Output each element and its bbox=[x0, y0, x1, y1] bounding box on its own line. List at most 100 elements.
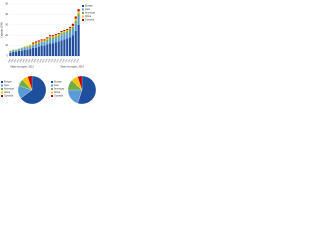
bar-segment bbox=[43, 39, 46, 41]
bar-segment bbox=[54, 35, 57, 37]
bar-segment bbox=[68, 31, 72, 38]
y-tick-label: 10 bbox=[5, 44, 8, 47]
bar-segment bbox=[66, 31, 69, 34]
bar-segment bbox=[60, 40, 63, 56]
legend-swatch bbox=[51, 91, 53, 94]
legend-label: Asia bbox=[54, 84, 59, 87]
x-tick-label: 1998 bbox=[31, 59, 35, 63]
bar-segment bbox=[57, 41, 60, 56]
pie-slice bbox=[20, 75, 47, 105]
bar-segment bbox=[46, 39, 49, 42]
bar-segment bbox=[46, 44, 49, 56]
bar-segment bbox=[26, 46, 29, 48]
bar-segment bbox=[77, 24, 80, 56]
bar-segment bbox=[77, 13, 80, 17]
x-tick-label: 2008 bbox=[59, 59, 63, 63]
x-tick-label: 1992 bbox=[14, 59, 18, 63]
bar-segment bbox=[29, 46, 32, 49]
x-tick-label: 1995 bbox=[22, 59, 26, 63]
x-tick-label: 1999 bbox=[34, 59, 38, 63]
legend-swatch bbox=[51, 81, 53, 83]
legend-label: Americas bbox=[54, 88, 65, 91]
bar-segment bbox=[12, 50, 15, 52]
bar-segment bbox=[9, 51, 12, 53]
bar-segment bbox=[63, 32, 66, 35]
x-tick-label: 2011 bbox=[68, 59, 72, 63]
bar-segment bbox=[34, 47, 38, 56]
x-tick-label: 2010 bbox=[65, 59, 69, 63]
bar-segment bbox=[49, 36, 52, 38]
x-tick-label: 1994 bbox=[19, 59, 23, 63]
bar-segment bbox=[23, 46, 26, 48]
chart-title: Share by region, 2014 bbox=[60, 66, 84, 69]
bar-segment bbox=[63, 30, 66, 32]
bar-segment bbox=[66, 33, 69, 39]
bar-segment bbox=[46, 41, 49, 45]
x-tick-label: 1996 bbox=[25, 59, 29, 63]
bar-segment bbox=[71, 23, 74, 26]
bar-segment bbox=[74, 20, 77, 24]
legend-swatch bbox=[51, 84, 53, 87]
legend-swatch bbox=[51, 95, 53, 97]
bar-segment bbox=[63, 39, 66, 56]
legend-swatch bbox=[1, 84, 3, 87]
bar-segment bbox=[29, 45, 32, 47]
bar-segment bbox=[43, 40, 46, 42]
bar-segment bbox=[32, 42, 35, 44]
bar-segment bbox=[26, 45, 29, 47]
y-tick-label: 40 bbox=[5, 13, 8, 16]
bar-segment bbox=[34, 42, 38, 44]
pie-slice bbox=[27, 75, 33, 91]
bar-segment bbox=[32, 44, 35, 46]
bar-segment bbox=[74, 23, 77, 32]
bar-segment bbox=[49, 39, 52, 44]
bar-segment bbox=[54, 34, 57, 36]
bar-segment bbox=[20, 47, 23, 49]
bar-segment bbox=[57, 37, 60, 42]
bar-segment bbox=[12, 51, 15, 56]
bar-segment bbox=[20, 48, 23, 51]
legend-label: Oceania bbox=[4, 95, 14, 98]
bar-segment bbox=[23, 49, 26, 56]
bar-segment bbox=[60, 32, 63, 34]
x-tick-label: 2013 bbox=[73, 59, 77, 63]
bar-segment bbox=[77, 11, 80, 14]
bar-segment bbox=[40, 40, 43, 42]
legend-swatch bbox=[82, 8, 84, 11]
legend-label: Asia bbox=[85, 8, 90, 11]
legend-label: Africa bbox=[85, 15, 92, 18]
legend-swatch bbox=[82, 5, 84, 7]
legend-label: Oceania bbox=[85, 19, 95, 22]
bar-segment bbox=[60, 35, 63, 41]
y-axis-label: Capacity (GW) bbox=[1, 22, 4, 38]
bar-segment bbox=[43, 41, 46, 43]
x-tick-label: 2007 bbox=[56, 59, 60, 63]
bar-segment bbox=[68, 28, 72, 32]
x-tick-label: 2009 bbox=[62, 59, 66, 63]
chart: 0 10 20 30 40 50 Capacity (GW) 1990 1991 1992 1993… bbox=[1, 3, 97, 105]
bar-segment bbox=[51, 36, 55, 38]
x-tick-label: 1997 bbox=[28, 59, 32, 63]
bar-segment bbox=[37, 43, 40, 47]
bar-segment bbox=[71, 28, 74, 36]
bar-segment bbox=[37, 41, 40, 43]
bar-segment bbox=[32, 45, 35, 48]
bar-segment bbox=[34, 44, 38, 48]
x-tick-label: 2006 bbox=[53, 59, 57, 63]
bar-segment bbox=[60, 33, 63, 36]
legend-label: Americas bbox=[4, 88, 15, 91]
bar-segment bbox=[29, 44, 32, 46]
bar-segment bbox=[37, 46, 40, 56]
x-tick-label: 2003 bbox=[45, 59, 49, 63]
bar-segment bbox=[66, 30, 69, 32]
bar-segment bbox=[46, 37, 49, 39]
bar-segment bbox=[71, 26, 74, 29]
bar-segment bbox=[71, 35, 74, 56]
y-tick-label: 0 bbox=[7, 55, 9, 58]
bar-segment bbox=[63, 31, 66, 33]
legend-swatch bbox=[82, 15, 84, 18]
bar-segment bbox=[63, 34, 66, 40]
y-tick-label: 50 bbox=[5, 3, 8, 6]
legend-swatch bbox=[1, 95, 3, 97]
bar-segment bbox=[40, 45, 43, 56]
